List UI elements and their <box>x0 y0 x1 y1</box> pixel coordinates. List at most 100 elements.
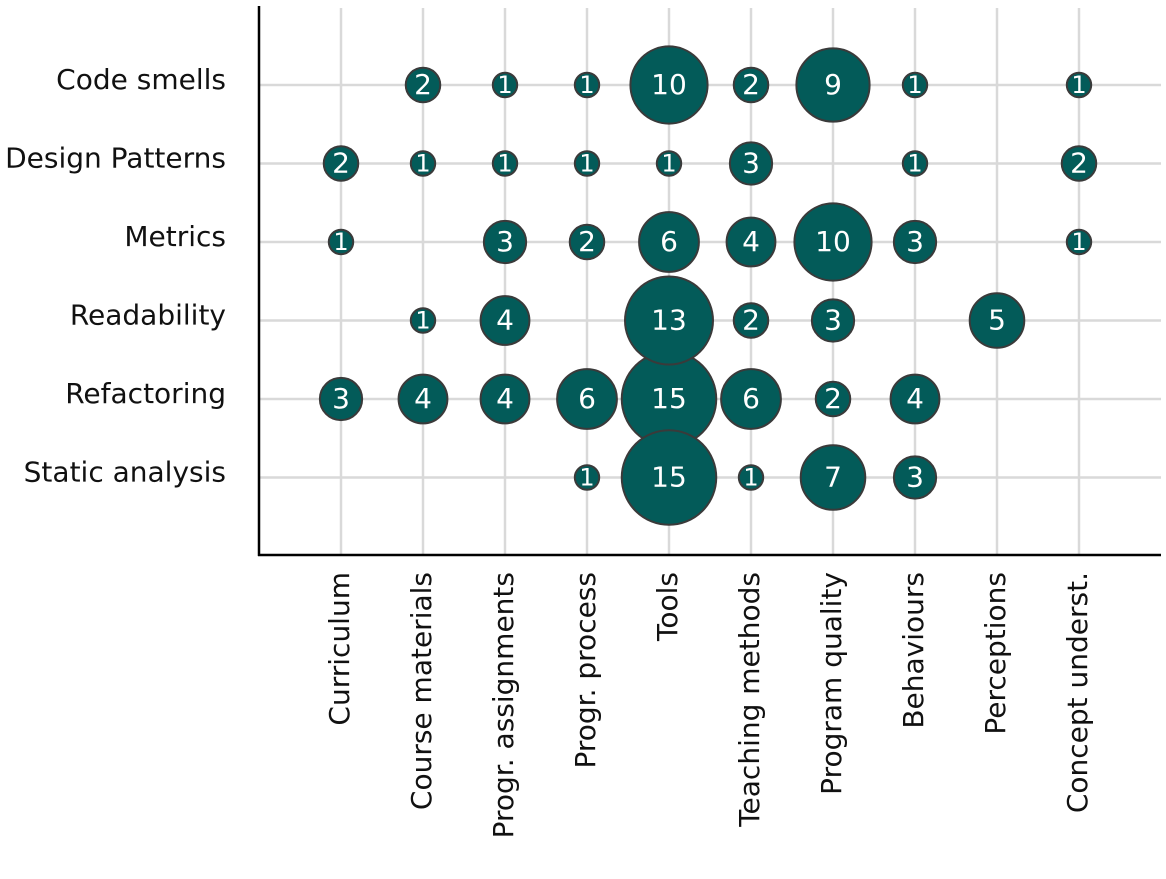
bubble-value-label: 6 <box>578 382 596 415</box>
bubble-circle <box>479 373 531 425</box>
y-tick-label-refactoring: Refactoring <box>65 377 226 410</box>
bubble-circle <box>725 216 777 268</box>
bubble-value-label: 6 <box>742 382 760 415</box>
bubble-value-label: 15 <box>651 461 687 494</box>
y-tick-label-code-smells: Code smells <box>56 63 226 96</box>
bubble-value-label: 13 <box>651 304 687 337</box>
bubble-value-label: 2 <box>578 225 596 258</box>
bubble-value-label: 7 <box>824 461 842 494</box>
y-tick-label-design-patterns: Design Patterns <box>5 142 226 175</box>
bubble-design-patterns-tools: 1 <box>655 150 683 178</box>
bubble-value-label: 3 <box>332 382 350 415</box>
bubble-circle <box>327 228 355 256</box>
bubble-value-label: 6 <box>660 225 678 258</box>
bubble-circle <box>568 223 606 261</box>
bubble-circle <box>624 275 714 366</box>
bubble-circle <box>901 150 929 177</box>
bubble-circle <box>892 455 938 500</box>
x-tick-label-concept-underst: Concept underst. <box>1061 572 1094 813</box>
bubble-circle <box>728 141 774 186</box>
bubble-circle <box>322 145 360 182</box>
bubble-value-label: 1 <box>579 71 594 99</box>
bubble-code-smells-progr-assignments: 1 <box>491 71 519 99</box>
bubble-design-patterns-behaviours: 1 <box>901 150 929 178</box>
bubble-circle <box>404 66 442 104</box>
bubble-metrics-curriculum: 1 <box>327 228 355 256</box>
bubble-circle <box>638 211 700 273</box>
bubble-value-label: 1 <box>743 464 758 492</box>
bubble-refactoring-program-quality: 2 <box>814 380 852 418</box>
bubble-readability-progr-assignments: 4 <box>479 295 531 346</box>
bubble-value-label: 1 <box>661 150 676 178</box>
bubble-circle <box>409 150 437 177</box>
bubble-metrics-behaviours: 3 <box>892 219 938 265</box>
bubble-value-label: 1 <box>907 150 922 178</box>
bubble-circle <box>720 368 782 430</box>
bubble-code-smells-progr-process: 1 <box>573 71 601 99</box>
bubble-readability-perceptions: 5 <box>968 292 1026 349</box>
x-tick-label-program-quality: Program quality <box>815 572 848 795</box>
bubble-value-label: 1 <box>415 150 430 178</box>
bubble-design-patterns-curriculum: 2 <box>322 145 360 182</box>
bubble-value-label: 3 <box>496 225 514 258</box>
bubble-refactoring-curriculum: 3 <box>318 376 364 422</box>
bubble-code-smells-course-materials: 2 <box>404 66 442 104</box>
bubble-value-label: 3 <box>742 147 760 180</box>
bubble-design-patterns-course-materials: 1 <box>409 150 437 178</box>
bubble-metrics-program-quality: 10 <box>793 202 873 282</box>
x-tick-label-perceptions: Perceptions <box>979 572 1012 735</box>
bubble-circle <box>479 295 531 346</box>
bubble-value-label: 1 <box>579 464 594 492</box>
x-tick-label-progr-process: Progr. process <box>569 572 602 769</box>
bubble-design-patterns-progr-process: 1 <box>573 150 601 178</box>
bubble-circle <box>655 150 683 177</box>
bubble-value-label: 9 <box>824 68 842 101</box>
bubble-design-patterns-teaching-methods: 3 <box>728 141 774 186</box>
bubble-design-patterns-progr-assignments: 1 <box>491 150 519 178</box>
bubble-layer: 15 15 13 10 10 9 7 6 6 6 5 4 4 4 4 4 3 3 3 3 3 3 2 2 2 2 2 2 2 1 1 1 1 1 1… <box>318 45 1098 526</box>
bubble-circle <box>901 71 929 99</box>
bubble-value-label: 2 <box>742 304 760 337</box>
bubble-value-label: 1 <box>1071 228 1086 256</box>
bubble-code-smells-behaviours: 1 <box>901 71 929 99</box>
bubble-code-smells-program-quality: 9 <box>795 47 871 123</box>
bubble-value-label: 2 <box>414 68 432 101</box>
bubble-circle <box>556 368 618 430</box>
bubble-value-label: 2 <box>332 147 350 180</box>
bubble-circle <box>397 373 449 425</box>
bubble-circle <box>732 66 770 104</box>
bubble-circle <box>795 47 871 123</box>
bubble-circle <box>814 380 852 418</box>
bubble-static-analysis-behaviours: 3 <box>892 455 938 500</box>
axis-layer <box>257 6 1161 557</box>
x-tick-label-behaviours: Behaviours <box>897 572 930 729</box>
bubble-refactoring-teaching-methods: 6 <box>720 368 782 430</box>
bubble-readability-teaching-methods: 2 <box>732 302 770 339</box>
bubble-value-label: 5 <box>988 304 1006 337</box>
bubble-circle <box>482 219 528 265</box>
bubble-refactoring-tools: 15 <box>620 350 718 448</box>
bubble-static-analysis-teaching-methods: 1 <box>737 464 765 492</box>
bubble-metrics-concept-underst: 1 <box>1065 228 1093 256</box>
bubble-circle <box>737 464 765 491</box>
bubble-design-patterns-concept-underst: 2 <box>1060 145 1098 182</box>
bubble-circle <box>491 150 519 177</box>
bubble-value-label: 1 <box>497 150 512 178</box>
bubble-refactoring-progr-process: 6 <box>556 368 618 430</box>
bubble-metrics-progr-process: 2 <box>568 223 606 261</box>
bubble-circle <box>810 298 856 343</box>
bubble-circle <box>1065 228 1093 256</box>
bubble-value-label: 4 <box>496 304 514 337</box>
bubble-value-label: 2 <box>1070 147 1088 180</box>
bubble-static-analysis-progr-process: 1 <box>573 464 601 492</box>
bubble-circle <box>892 219 938 265</box>
bubble-metrics-progr-assignments: 3 <box>482 219 528 265</box>
x-tick-label-teaching-methods: Teaching methods <box>733 572 766 828</box>
bubble-value-label: 2 <box>742 68 760 101</box>
bubble-value-label: 1 <box>333 228 348 256</box>
bubble-value-label: 2 <box>824 382 842 415</box>
x-tick-label-progr-assignments: Progr. assignments <box>487 572 520 838</box>
bubble-metrics-teaching-methods: 4 <box>725 216 777 268</box>
